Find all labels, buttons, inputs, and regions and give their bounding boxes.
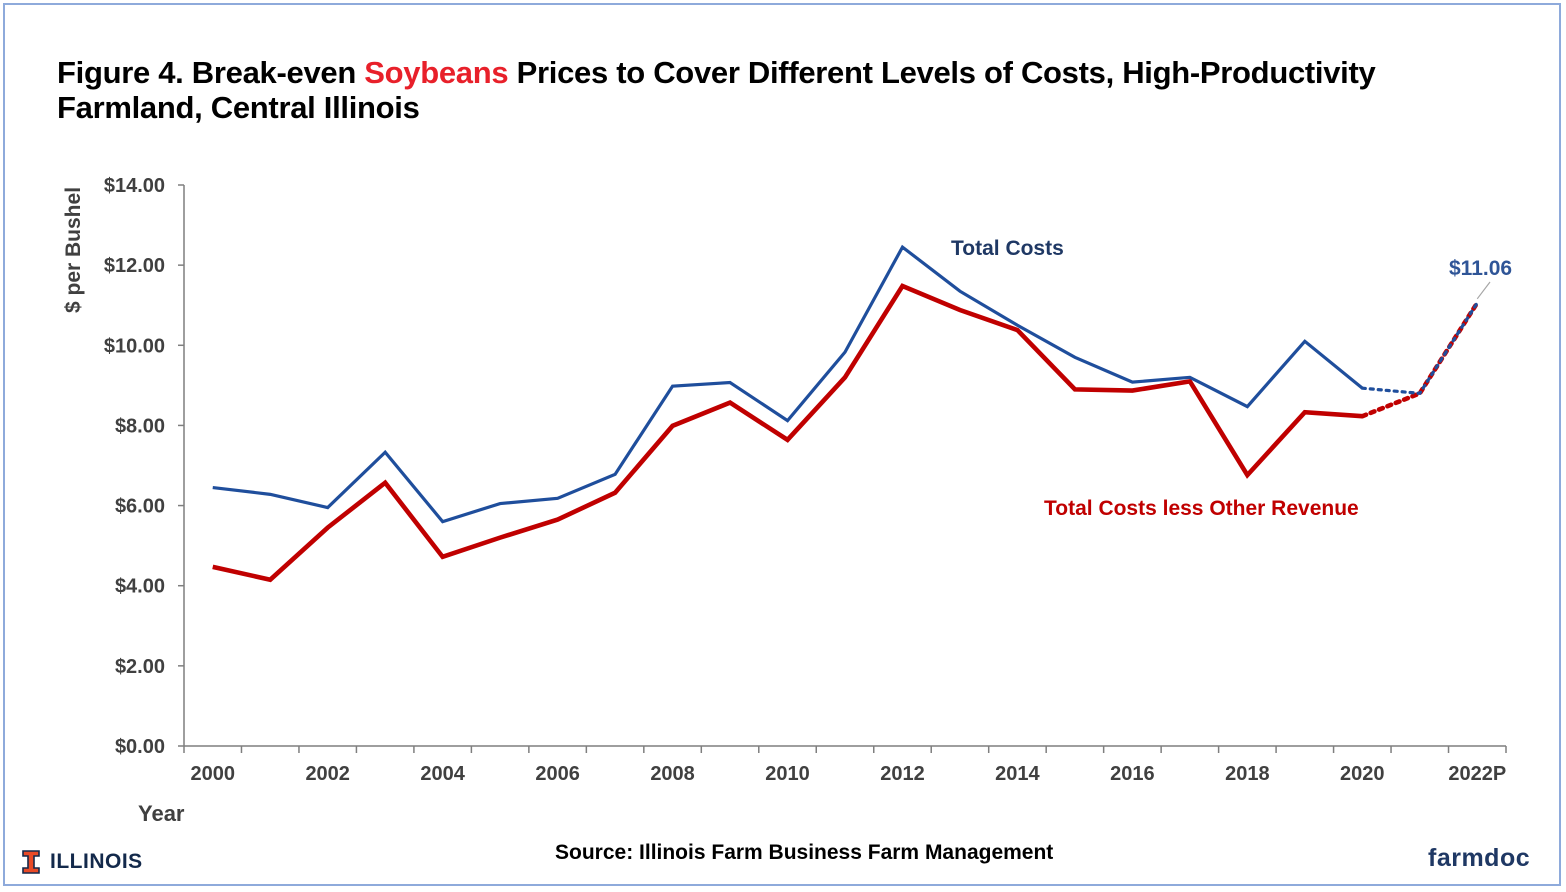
title-suffix: Prices to Cover Different Levels of Cost… [57,55,1376,125]
chart-title: Figure 4. Break-even Soybeans Prices to … [57,55,1517,125]
illinois-block-i-icon [22,850,40,874]
x-tick-label: 2010 [765,763,810,785]
chart-frame [3,3,1561,886]
y-tick-label: $6.00 [115,496,165,518]
series-labels: Total Costs Total Costs less Other Revenu… [951,237,1512,520]
y-axis-label: $ per Bushel [62,187,85,313]
x-tick-label: 2014 [995,763,1040,785]
farmdoc-logo: farmdoc [1428,844,1531,872]
y-tick-label: $10.00 [104,335,165,357]
y-tick-labels: $0.00 $2.00 $4.00 $6.00 $8.00 $10.00 $12.00 $14… [104,175,165,758]
x-tick-label: 2002 [305,763,350,785]
y-tick-label: $2.00 [115,656,165,678]
x-tick-label: 2012 [880,763,925,785]
x-tick-label: 2004 [420,763,465,785]
series-label-total-costs-less-other-revenue: Total Costs less Other Revenue [1044,497,1359,520]
total-costs-less-other-revenue-line [212,283,1363,583]
y-tick-label: $12.00 [104,255,165,277]
x-tick-label: 2018 [1225,763,1270,785]
annotation-last-value: $11.06 [1449,257,1512,280]
x-axis-label: Year [138,801,185,826]
illinois-wordmark: ILLINOIS [50,850,143,873]
total-costs-line [212,244,1364,524]
y-tick-label: $14.00 [104,175,165,197]
series-label-total-costs: Total Costs [951,237,1064,260]
x-tick-label: 2008 [650,763,695,785]
total-costs-less-other-revenue-projected-line [1360,300,1480,419]
y-tick-label: $4.00 [115,576,165,598]
series-layer [212,244,1480,583]
title-prefix: Figure 4. Break-even [57,55,365,90]
x-tick-label: 2000 [190,763,235,785]
x-tick-labels: 2000 2002 2004 2006 2008 2010 2012 2014 2016 2018… [190,763,1506,785]
x-tick-label: 2022P [1448,763,1506,785]
y-tick-label: $0.00 [115,736,165,758]
x-tick-label: 2016 [1110,763,1155,785]
illinois-logo: ILLINOIS [22,849,143,875]
total-costs-projected-line [1360,301,1479,396]
chart-axes [178,184,1507,753]
x-tick-label: 2020 [1340,763,1385,785]
x-tick-label: 2006 [535,763,580,785]
title-highlight: Soybeans [364,55,509,90]
source-note: Source: Illinois Farm Business Farm Mana… [555,841,1054,864]
y-tick-label: $8.00 [115,415,165,437]
annotation-leader-line [1476,281,1491,300]
